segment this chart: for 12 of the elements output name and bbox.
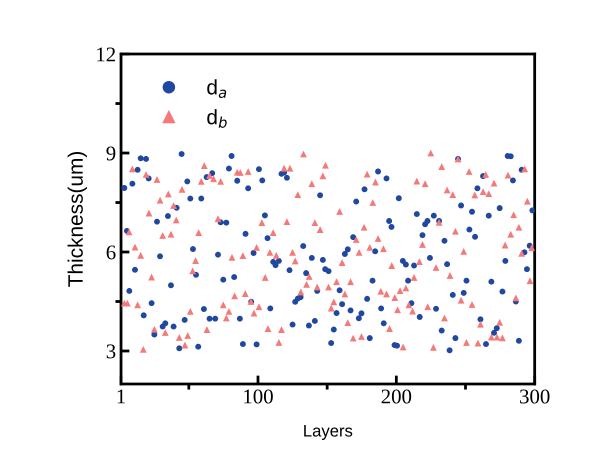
x-tick-label: 100 [244,389,273,404]
y-tick-label: 9 [106,146,116,160]
x-tick-label: 1 [118,390,125,404]
x-tick-label: 200 [382,389,412,404]
y-tick-label: 6 [106,245,116,260]
legend-label: d$_{b}$ [207,109,227,128]
y-tick-label: 12 [97,47,116,62]
x-tick-label: 300 [520,389,550,404]
y-axis-title: Thickness(um) [68,152,87,287]
y-tick-label: 3 [106,344,116,358]
legend-label: d$_{a}$ [207,79,226,98]
x-axis-title: Layers [304,425,352,440]
